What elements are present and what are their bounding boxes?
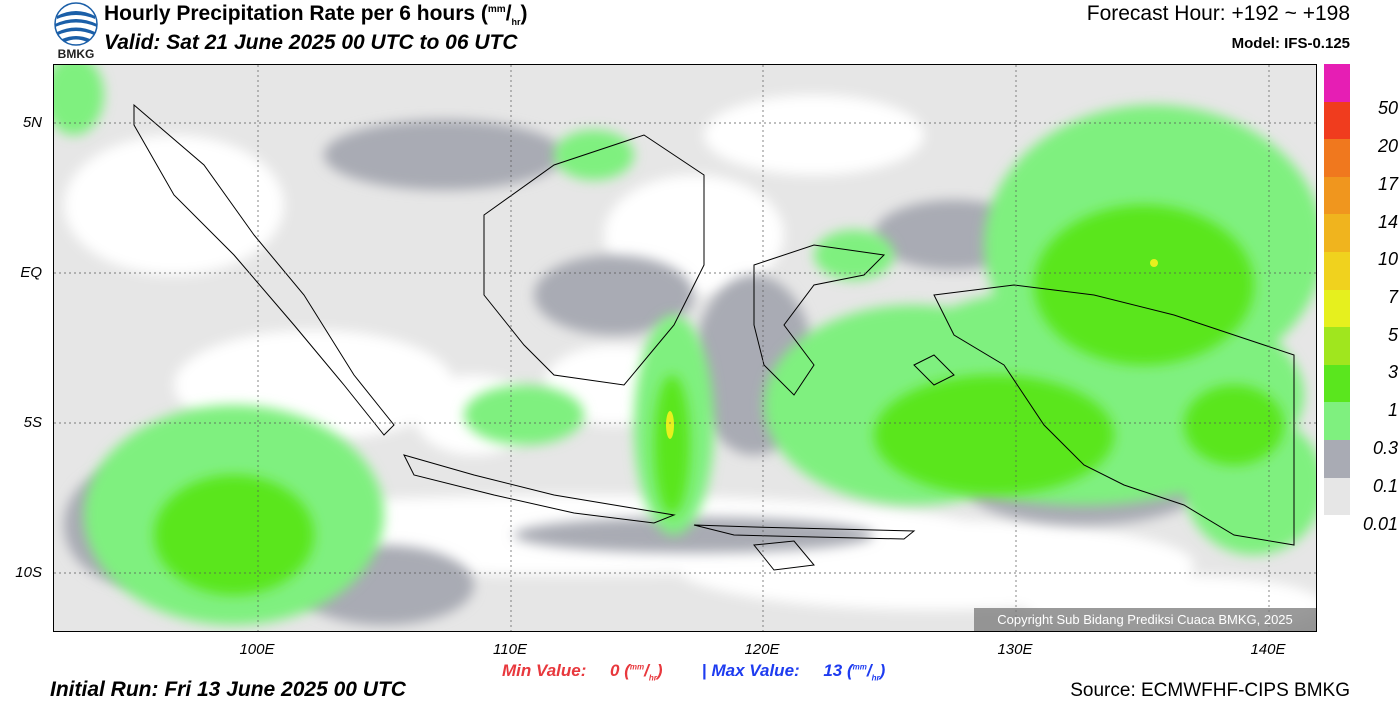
ylabel-eq: EQ [20, 264, 42, 281]
legend-swatch [1324, 64, 1350, 102]
legend-swatch [1324, 402, 1350, 440]
legend-label: 20 [1377, 136, 1398, 156]
data-source: Source: ECMWFHF-CIPS BMKG [1070, 680, 1350, 701]
map-canvas [54, 65, 1316, 631]
bmkg-logo: BMKG [52, 2, 100, 61]
logo-text: BMKG [57, 47, 95, 61]
legend-label: 0.01 [1362, 514, 1398, 534]
xlabel-130e: 130E [997, 641, 1033, 658]
legend-swatch [1324, 289, 1350, 328]
legend-swatch [1324, 176, 1350, 215]
xlabel-140e: 140E [1250, 641, 1286, 658]
min-value: Min Value: 0 (mm/hr) [502, 661, 663, 683]
legend-swatch [1324, 214, 1350, 252]
ylabel-5n: 5N [22, 114, 42, 131]
ylabel-10s: 10S [15, 564, 42, 581]
xlabel-100e: 100E [239, 641, 275, 658]
legend-swatch [1324, 477, 1350, 516]
legend-swatch [1324, 101, 1350, 140]
legend-label: 14 [1377, 212, 1398, 232]
precipitation-map[interactable] [53, 64, 1317, 632]
legend-label: 0.1 [1372, 476, 1398, 496]
legend-label: 7 [1387, 287, 1398, 307]
legend-label: 1 [1387, 400, 1398, 420]
xlabel-120e: 120E [744, 641, 780, 658]
copyright-notice: Copyright Sub Bidang Prediksi Cuaca BMKG… [974, 608, 1316, 631]
legend-colorbar [1324, 64, 1350, 556]
max-value: | Max Value: 13 (mm/hr) [702, 661, 886, 683]
legend-label: 5 [1387, 325, 1398, 345]
model-name: Model: IFS-0.125 [1231, 35, 1350, 52]
ylabel-5s: 5S [23, 414, 42, 431]
legend-swatch [1324, 251, 1350, 290]
legend-swatch [1324, 139, 1350, 177]
legend-label: 3 [1387, 362, 1398, 382]
legend-swatch [1324, 327, 1350, 365]
xlabel-110e: 110E [493, 641, 527, 658]
legend-label: 0.3 [1372, 438, 1398, 458]
legend-label: 10 [1377, 249, 1398, 269]
legend-label: 50 [1377, 98, 1398, 118]
initial-run: Initial Run: Fri 13 June 2025 00 UTC [50, 678, 406, 701]
legend-swatch [1324, 515, 1350, 556]
legend-label: 17 [1377, 174, 1398, 194]
legend-swatch [1324, 439, 1350, 478]
legend-swatch [1324, 364, 1350, 403]
forecast-hour: Forecast Hour: +192 ~ +198 [1086, 2, 1350, 25]
valid-period: Valid: Sat 21 June 2025 00 UTC to 06 UTC [104, 31, 518, 54]
map-title: Hourly Precipitation Rate per 6 hours (m… [104, 2, 528, 28]
